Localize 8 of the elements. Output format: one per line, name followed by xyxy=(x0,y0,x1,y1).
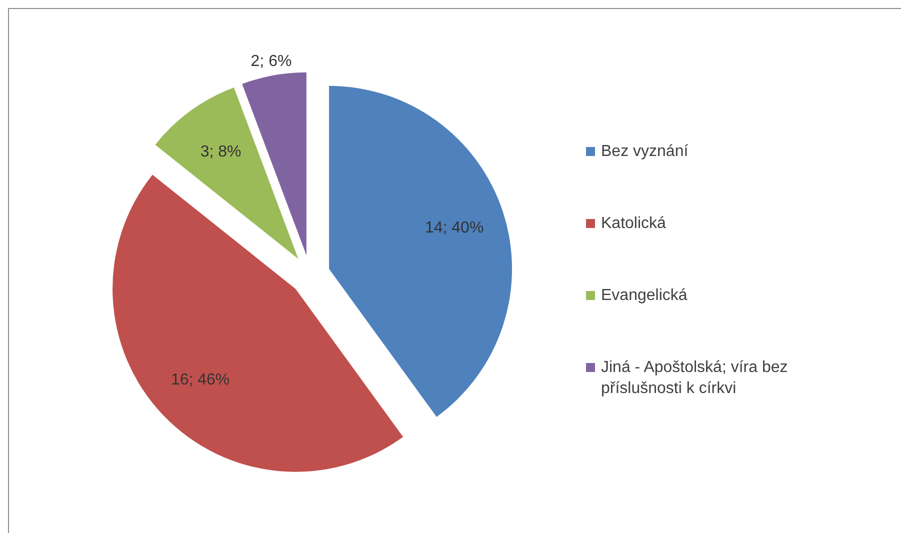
data-label: 16; 46% xyxy=(170,371,230,388)
legend-label: Katolická xyxy=(601,214,667,234)
data-label: 3; 8% xyxy=(200,144,242,161)
legend-label: Jiná - Apoštolská; víra bez příslušnosti k církvi xyxy=(601,358,789,399)
legend-label: Bez vyznání xyxy=(601,142,690,162)
data-label: 14; 40% xyxy=(424,220,484,237)
data-label: 2; 6% xyxy=(250,52,292,70)
legend-label: Evangelická xyxy=(601,286,688,306)
